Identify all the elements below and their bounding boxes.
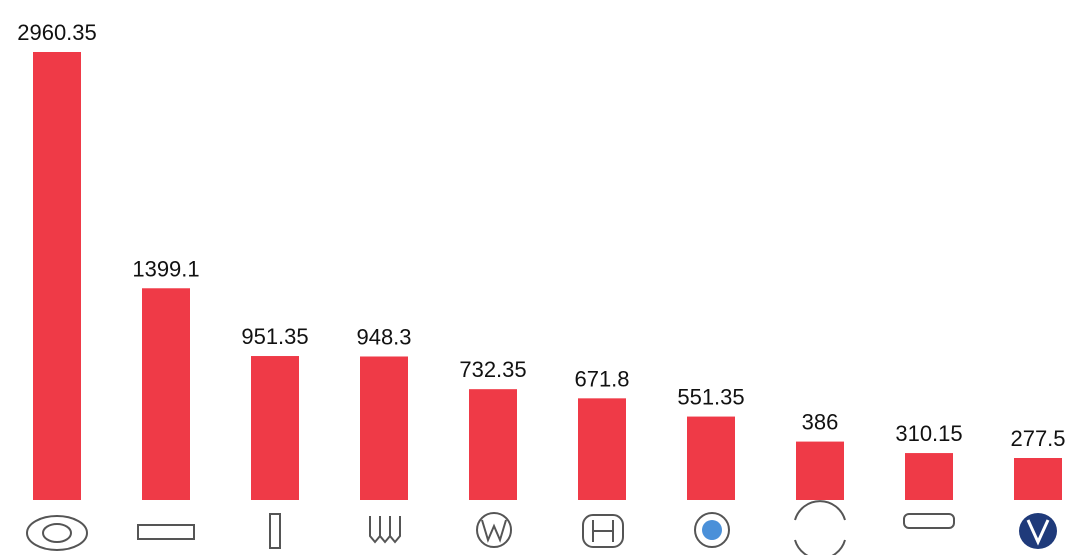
logo bbox=[702, 520, 722, 540]
logo bbox=[26, 515, 88, 551]
bar bbox=[905, 453, 953, 500]
value-label: 732.35 bbox=[459, 357, 526, 382]
bar bbox=[360, 356, 408, 500]
value-label: 671.8 bbox=[574, 366, 629, 391]
value-label: 386 bbox=[802, 410, 839, 435]
value-label: 1399.1 bbox=[132, 256, 199, 281]
bar bbox=[578, 398, 626, 500]
value-label: 277.5 bbox=[1010, 426, 1065, 451]
logo bbox=[1026, 519, 1050, 546]
bar bbox=[251, 356, 299, 500]
brand-logos bbox=[26, 500, 1057, 555]
logo bbox=[592, 520, 614, 542]
bar bbox=[796, 441, 844, 500]
value-label: 2960.35 bbox=[17, 20, 97, 45]
value-label: 948.3 bbox=[356, 324, 411, 349]
logo bbox=[903, 513, 955, 529]
logo bbox=[369, 516, 401, 544]
logo bbox=[582, 514, 624, 548]
value-label: 551.35 bbox=[677, 385, 744, 410]
value-label: 310.15 bbox=[895, 421, 962, 446]
logo bbox=[42, 523, 72, 543]
bar bbox=[687, 416, 735, 500]
bar bbox=[142, 288, 190, 500]
bar bbox=[33, 52, 81, 500]
logo bbox=[481, 519, 507, 543]
logo bbox=[476, 512, 512, 548]
logo bbox=[137, 524, 195, 540]
bar bbox=[469, 389, 517, 500]
logo bbox=[794, 500, 846, 555]
bar bbox=[1014, 458, 1062, 500]
logo bbox=[694, 512, 730, 548]
logo bbox=[269, 513, 281, 549]
value-label: 951.35 bbox=[241, 324, 308, 349]
